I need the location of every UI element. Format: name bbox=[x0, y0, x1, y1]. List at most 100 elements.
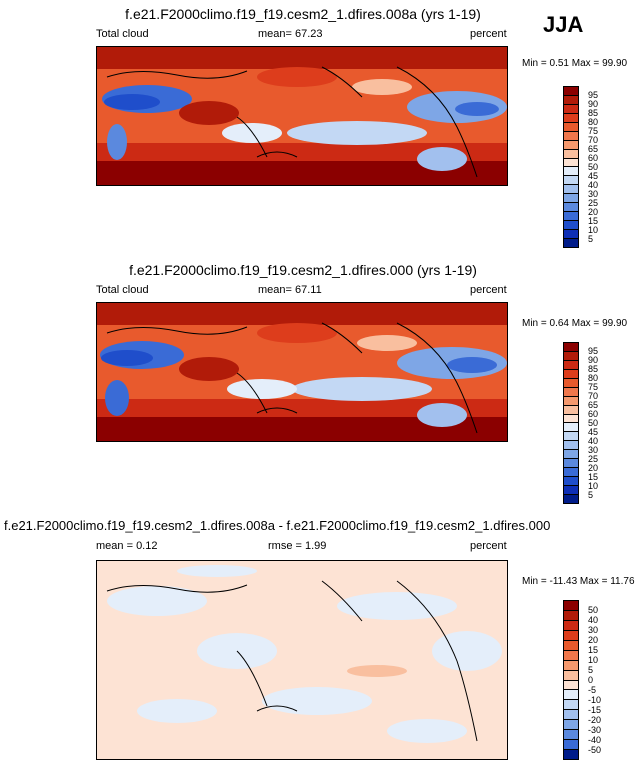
panel3-units: percent bbox=[470, 540, 507, 552]
season-label: JJA bbox=[543, 12, 584, 37]
colorbar-swatch bbox=[564, 640, 578, 651]
panel2-colorbar bbox=[563, 342, 579, 504]
colorbar-swatch bbox=[564, 720, 578, 731]
panel2-min-label: Min = bbox=[522, 318, 547, 329]
colorbar-tick-label: 40 bbox=[588, 180, 599, 190]
colorbar-tick-label: -5 bbox=[588, 685, 597, 695]
panel1-colorbar-labels: 95 90 85 80 75 70 65 60 50 45 40 30 25 20 15 10 5 bbox=[588, 86, 628, 248]
panel1-max-label: Max = bbox=[571, 58, 600, 69]
colorbar-swatch bbox=[564, 710, 578, 721]
panel2-max-value: 99.90 bbox=[602, 318, 628, 329]
colorbar-tick-label: 0 bbox=[588, 675, 594, 685]
colorbar-swatch bbox=[564, 230, 578, 239]
colorbar-tick-label: 30 bbox=[588, 189, 599, 199]
colorbar-tick-label: 75 bbox=[588, 126, 599, 136]
colorbar-swatch bbox=[564, 441, 578, 451]
colorbar-tick-label: 40 bbox=[588, 436, 599, 446]
colorbar-tick-label: 65 bbox=[588, 144, 599, 154]
colorbar-swatch bbox=[564, 87, 578, 96]
panel1-minmax: Min = 0.51 Max = 99.90 bbox=[522, 58, 627, 69]
panel3-minmax: Min = -11.43 Max = 11.76 bbox=[522, 576, 635, 587]
colorbar-swatch bbox=[564, 149, 578, 159]
panel3-map-svg bbox=[97, 561, 507, 759]
colorbar-tick-label: 70 bbox=[588, 135, 599, 145]
colorbar-tick-label: 50 bbox=[588, 605, 599, 615]
colorbar-swatch bbox=[564, 131, 578, 141]
panel1-colorbar bbox=[563, 86, 579, 248]
colorbar-swatch bbox=[564, 740, 578, 751]
panel2-units: percent bbox=[470, 284, 507, 296]
colorbar-swatch bbox=[564, 158, 578, 168]
colorbar-swatch bbox=[564, 113, 578, 123]
colorbar-swatch bbox=[564, 620, 578, 631]
colorbar-swatch bbox=[564, 122, 578, 132]
colorbar-tick-label: 10 bbox=[588, 481, 599, 491]
colorbar-swatch bbox=[564, 203, 578, 213]
colorbar-swatch bbox=[564, 450, 578, 460]
colorbar-tick-label: 10 bbox=[588, 655, 599, 665]
colorbar-tick-label: -15 bbox=[588, 705, 602, 715]
colorbar-tick-label: 15 bbox=[588, 645, 599, 655]
colorbar-tick-label: 45 bbox=[588, 171, 599, 181]
colorbar-tick-label: 5 bbox=[588, 665, 594, 675]
colorbar-swatch bbox=[564, 650, 578, 661]
colorbar-tick-label: 15 bbox=[588, 216, 599, 226]
colorbar-tick-label: 80 bbox=[588, 373, 599, 383]
colorbar-tick-label: 30 bbox=[588, 445, 599, 455]
colorbar-swatch bbox=[564, 167, 578, 177]
panel1-mean-label: mean= bbox=[258, 28, 292, 40]
panel2-variable: Total cloud bbox=[96, 284, 149, 296]
colorbar-tick-label: 65 bbox=[588, 400, 599, 410]
panel2-colorbar-labels: 95 90 85 80 75 70 65 60 50 45 40 30 25 20 15 10 5 bbox=[588, 342, 628, 504]
colorbar-swatch bbox=[564, 459, 578, 469]
colorbar-swatch bbox=[564, 730, 578, 741]
panel1-map-svg bbox=[97, 47, 507, 185]
colorbar-tick-label: 20 bbox=[588, 463, 599, 473]
panel2-mean-label: mean= bbox=[258, 284, 292, 296]
panel1-min-label: Min = bbox=[522, 58, 547, 69]
colorbar-tick-label: 85 bbox=[588, 364, 599, 374]
colorbar-swatch bbox=[564, 104, 578, 114]
panel3-colorbar bbox=[563, 600, 579, 760]
colorbar-tick-label: -40 bbox=[588, 735, 602, 745]
panel3-colorbar-labels: 50 40 30 20 15 10 5 0 -5 -10 -15 -20 -30 -40 -50 bbox=[588, 600, 628, 760]
colorbar-swatch bbox=[564, 378, 578, 388]
panel2-map bbox=[96, 302, 508, 442]
colorbar-swatch bbox=[564, 630, 578, 641]
colorbar-tick-label: -20 bbox=[588, 715, 602, 725]
colorbar-swatch bbox=[564, 351, 578, 361]
colorbar-tick-label: 60 bbox=[588, 409, 599, 419]
colorbar-swatch bbox=[564, 700, 578, 711]
colorbar-swatch bbox=[564, 387, 578, 397]
panel2-map-svg bbox=[97, 303, 507, 441]
colorbar-tick-label: 90 bbox=[588, 99, 599, 109]
colorbar-tick-label: 20 bbox=[588, 207, 599, 217]
colorbar-tick-label: 50 bbox=[588, 162, 599, 172]
colorbar-swatch bbox=[564, 238, 578, 247]
colorbar-tick-label: 80 bbox=[588, 117, 599, 127]
panel3-rmse-label: rmse = bbox=[268, 540, 302, 552]
panel3-max-label: Max = bbox=[579, 576, 608, 587]
panel3-map bbox=[96, 560, 508, 760]
panel1-variable: Total cloud bbox=[96, 28, 149, 40]
colorbar-tick-label: 5 bbox=[588, 234, 594, 244]
colorbar-tick-label: 50 bbox=[588, 418, 599, 428]
panel1-mean-value: 67.23 bbox=[295, 28, 323, 40]
colorbar-swatch bbox=[564, 486, 578, 495]
colorbar-swatch bbox=[564, 212, 578, 222]
panel2-min-value: 0.64 bbox=[549, 318, 569, 329]
panel3-min-value: -11.43 bbox=[549, 576, 578, 587]
panel1-map bbox=[96, 46, 508, 186]
colorbar-swatch bbox=[564, 343, 578, 352]
colorbar-tick-label: 45 bbox=[588, 427, 599, 437]
panel2-mean: mean= 67.11 bbox=[258, 284, 322, 296]
panel3-title: f.e21.F2000climo.f19_f19.cesm2_1.dfires.… bbox=[4, 518, 551, 533]
colorbar-tick-label: 85 bbox=[588, 108, 599, 118]
colorbar-tick-label: 30 bbox=[588, 625, 599, 635]
colorbar-tick-label: 15 bbox=[588, 472, 599, 482]
colorbar-swatch bbox=[564, 610, 578, 621]
colorbar-tick-label: -50 bbox=[588, 745, 602, 755]
colorbar-tick-label: 90 bbox=[588, 355, 599, 365]
panel3-mean-label: mean = bbox=[96, 540, 133, 552]
colorbar-swatch bbox=[564, 423, 578, 433]
